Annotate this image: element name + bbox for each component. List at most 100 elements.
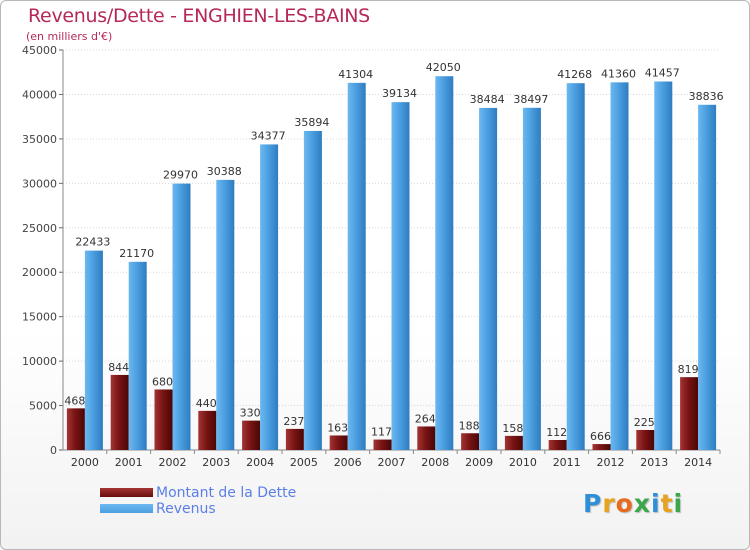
- bar-debt-2004: [242, 420, 261, 450]
- bar-debt-2002: [154, 389, 173, 450]
- data-label-revenue-2000: 22433: [75, 236, 110, 249]
- x-tick-label: 2003: [202, 456, 230, 469]
- bar-revenue-2014: [698, 104, 717, 451]
- bar-debt-2014: [680, 377, 699, 450]
- data-label-revenue-2014: 38836: [689, 90, 724, 103]
- data-label-debt-2001: 844: [108, 361, 129, 374]
- bar-debt-2011: [548, 440, 567, 450]
- bar-revenue-2000: [84, 250, 103, 450]
- bar-revenue-2007: [391, 102, 410, 451]
- y-tick-label: 0: [50, 444, 57, 457]
- bar-revenue-2003: [216, 179, 235, 450]
- x-tick-label: 2011: [553, 456, 581, 469]
- x-tick-label: 2014: [684, 456, 712, 469]
- bar-revenue-2004: [260, 144, 279, 450]
- x-tick-label: 2009: [465, 456, 493, 469]
- x-tick-label: 2008: [421, 456, 449, 469]
- x-tick-label: 2013: [640, 456, 668, 469]
- x-tick-label: 2007: [378, 456, 406, 469]
- data-label-debt-2011: 112: [546, 426, 567, 439]
- y-tick-label: 10000: [22, 355, 57, 368]
- y-tick-label: 35000: [22, 133, 57, 146]
- data-label-debt-2000: 468: [64, 394, 85, 407]
- x-tick-label: 2010: [509, 456, 537, 469]
- bar-revenue-2013: [654, 81, 673, 450]
- y-tick-label: 5000: [29, 400, 57, 413]
- logo-letter: r: [602, 489, 616, 518]
- chart-subtitle: (en milliers d'€): [26, 30, 113, 43]
- bar-revenue-2002: [172, 183, 191, 450]
- bar-debt-2000: [66, 408, 85, 450]
- logo-letter: P: [583, 489, 603, 518]
- bar-revenue-2010: [522, 107, 541, 450]
- data-label-revenue-2009: 38484: [470, 93, 505, 106]
- data-label-debt-2009: 188: [459, 419, 480, 432]
- bar-debt-2009: [461, 433, 480, 450]
- data-label-revenue-2005: 35894: [294, 116, 329, 129]
- logo-letter: o: [615, 489, 634, 518]
- data-label-revenue-2013: 41457: [645, 66, 680, 79]
- y-tick-label: 30000: [22, 177, 57, 190]
- legend-swatch-revenue: [100, 504, 153, 513]
- x-tick-label: 2001: [115, 456, 143, 469]
- x-tick-label: 2000: [71, 456, 99, 469]
- x-tick-label: 2005: [290, 456, 318, 469]
- data-label-revenue-2006: 41304: [338, 68, 373, 81]
- bar-debt-2012: [592, 444, 611, 450]
- legend-label-revenue: Revenus: [156, 501, 216, 517]
- data-label-debt-2002: 680: [152, 375, 173, 388]
- logo-letter: i: [673, 489, 684, 518]
- bar-debt-2006: [329, 435, 348, 450]
- data-label-revenue-2012: 41360: [601, 67, 636, 80]
- logo-letter: t: [660, 489, 674, 518]
- x-tick-label: 2006: [334, 456, 362, 469]
- bar-revenue-2008: [435, 76, 454, 450]
- bar-debt-2008: [417, 426, 436, 450]
- bar-revenue-2009: [479, 107, 498, 451]
- bar-revenue-2006: [347, 82, 366, 450]
- data-label-debt-2010: 158: [502, 422, 523, 435]
- bar-revenue-2005: [303, 130, 322, 451]
- data-label-debt-2006: 163: [327, 421, 348, 434]
- data-label-revenue-2001: 21170: [119, 247, 154, 260]
- legend-label-debt: Montant de la Dette: [156, 485, 297, 501]
- data-label-revenue-2008: 42050: [426, 61, 461, 74]
- bar-debt-2005: [285, 428, 304, 450]
- logo-letter: i: [651, 489, 661, 518]
- y-tick-label: 25000: [22, 222, 57, 235]
- bar-debt-2001: [110, 374, 129, 450]
- data-label-debt-2007: 117: [371, 426, 392, 439]
- bar-debt-2003: [198, 410, 217, 450]
- x-tick-label: 2004: [246, 456, 274, 469]
- bar-revenue-2001: [128, 261, 147, 450]
- data-label-debt-2012: 666: [590, 430, 611, 443]
- data-label-revenue-2007: 39134: [382, 87, 417, 100]
- data-label-revenue-2004: 34377: [251, 129, 286, 142]
- data-label-debt-2005: 237: [283, 415, 304, 428]
- y-tick-label: 15000: [22, 311, 57, 324]
- data-label-revenue-2003: 30388: [207, 165, 242, 178]
- bar-debt-2010: [504, 435, 523, 450]
- bar-debt-2007: [373, 439, 392, 450]
- data-label-debt-2008: 264: [415, 412, 436, 425]
- data-label-revenue-2002: 29970: [163, 169, 198, 182]
- bar-revenue-2012: [610, 82, 629, 450]
- chart-title: Revenus/Dette - ENGHIEN-LES-BAINS: [28, 5, 370, 27]
- data-label-debt-2014: 819: [678, 363, 699, 376]
- proxiti-logo: Proxiti: [583, 489, 683, 518]
- y-tick-label: 40000: [22, 88, 57, 101]
- data-label-debt-2013: 225: [634, 416, 655, 429]
- bar-chart: 0 5000 10000 15000 20000 25000 30000 35000 40000…: [22, 44, 724, 469]
- legend-swatch-debt: [100, 488, 153, 497]
- x-tick-label: 2012: [597, 456, 625, 469]
- bar-revenue-2011: [566, 83, 585, 450]
- logo-letter: x: [633, 489, 651, 518]
- data-label-revenue-2011: 41268: [557, 68, 592, 81]
- bar-debt-2013: [636, 429, 655, 450]
- x-tick-label: 2002: [159, 456, 187, 469]
- y-tick-label: 45000: [22, 44, 57, 57]
- data-label-revenue-2010: 38497: [513, 93, 548, 106]
- data-label-debt-2003: 440: [196, 397, 217, 410]
- data-label-debt-2004: 330: [240, 407, 261, 420]
- y-tick-label: 20000: [22, 266, 57, 279]
